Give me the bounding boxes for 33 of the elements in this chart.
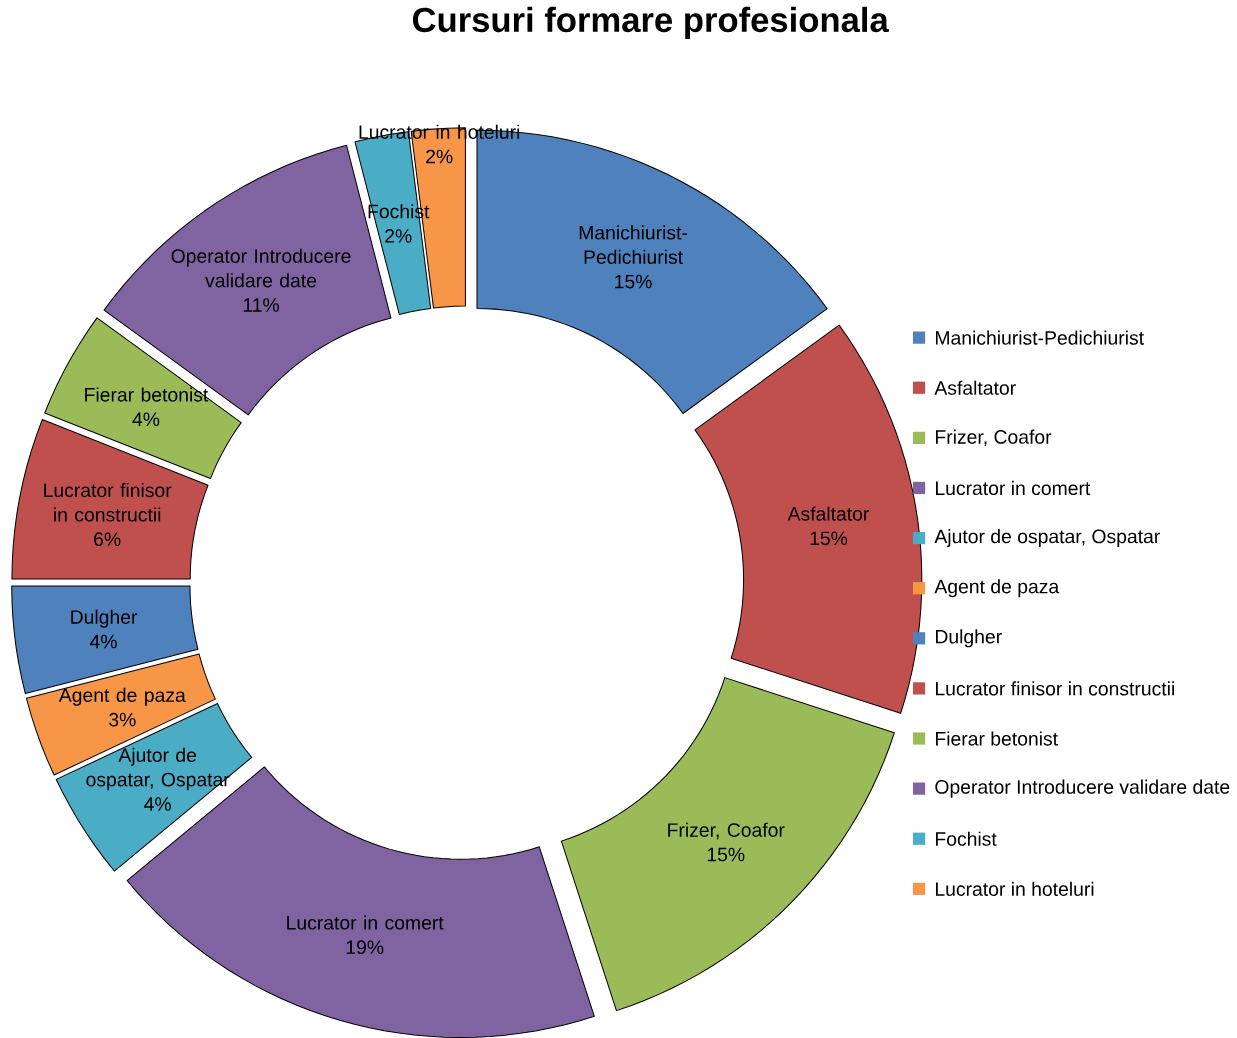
data-label: 15% xyxy=(810,531,848,546)
chart-title: Cursuri formare profesionala xyxy=(412,6,889,40)
data-label: 4% xyxy=(90,634,117,649)
data-label: 19% xyxy=(346,940,384,955)
slice-label: Operator Introducere validare date xyxy=(171,248,351,288)
slice-label: Lucrator finisor in constructii xyxy=(44,482,172,522)
data-label: 2% xyxy=(385,229,412,243)
data-label: 3% xyxy=(109,712,136,727)
legend-label: Dulgher xyxy=(935,629,1002,648)
legend-label: Lucrator in hoteluri xyxy=(935,881,1094,896)
slice-label: Dulgher xyxy=(71,609,138,628)
data-label: 11% xyxy=(243,298,279,312)
data-label: 15% xyxy=(615,274,652,289)
slice-label: Agent de paza xyxy=(58,687,186,706)
legend-label: Asfaltator xyxy=(934,380,1016,395)
data-label: 4% xyxy=(144,797,171,811)
data-label: 2% xyxy=(426,149,453,164)
legend-label: Lucrator in comert xyxy=(935,480,1091,496)
slice-label: Lucrator in comert xyxy=(287,915,444,930)
legend-label: Fierar betonist xyxy=(935,731,1058,746)
legend-label: Lucrator finisor in constructii xyxy=(935,681,1174,696)
data-label: 15% xyxy=(707,847,745,862)
legend-label: Frizer, Coafor xyxy=(935,429,1052,447)
legend-label: Fochist xyxy=(935,831,997,846)
legend-label: Ajutor de ospatar, Ospatar xyxy=(934,529,1160,548)
legend-label: Manichiurist-Pedichiurist xyxy=(935,330,1144,345)
data-label: 6% xyxy=(94,532,121,547)
legend-label: Agent de paza xyxy=(934,579,1060,598)
slice-label: Frizer, Coafor xyxy=(668,822,785,840)
slice-label: Asfaltator xyxy=(787,506,870,521)
legend-label: Operator Introducere validare date xyxy=(935,779,1230,798)
slice-label: Manichiurist-Pedichiurist xyxy=(579,225,688,264)
data-label: 4% xyxy=(132,412,160,427)
